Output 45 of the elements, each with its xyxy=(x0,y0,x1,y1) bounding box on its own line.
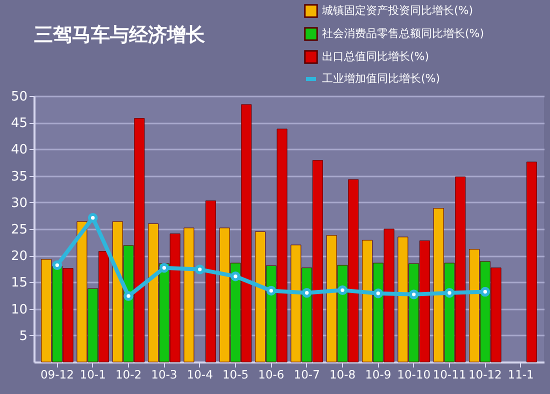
y-tick-label: 15 xyxy=(10,276,28,291)
x-tick-label: 09-12 xyxy=(40,368,74,382)
x-tick-label: 10-2 xyxy=(115,368,142,382)
x-tick-label: 10-6 xyxy=(258,368,284,382)
chart-title: 三驾马车与经济增长 xyxy=(34,24,206,46)
point xyxy=(266,286,276,296)
y-tick-label: 30 xyxy=(10,196,28,211)
y-tick-label: 40 xyxy=(10,142,28,158)
point xyxy=(88,212,98,223)
point xyxy=(52,260,62,270)
x-tick-label: 10-9 xyxy=(365,368,392,382)
point xyxy=(373,288,384,298)
x-tick-label: 11-1 xyxy=(508,368,534,382)
x-tick-label: 10-10 xyxy=(397,368,431,382)
y-tick-label: 45 xyxy=(10,116,28,132)
legend-label: 社会消费品零售总额同比增长(%) xyxy=(322,27,484,40)
bar xyxy=(184,228,194,362)
point xyxy=(124,291,134,301)
x-tick-label: 10-7 xyxy=(294,368,320,382)
y-tick-label: 10 xyxy=(10,302,28,318)
point xyxy=(408,290,419,300)
point xyxy=(159,262,170,273)
x-tick-label: 10-5 xyxy=(222,368,249,382)
bar xyxy=(205,200,216,362)
y-tick-label: 25 xyxy=(10,222,28,238)
legend-label: 出口总值同比增长(%) xyxy=(322,50,430,63)
point xyxy=(230,272,240,282)
point xyxy=(194,264,205,274)
x-tick-label: 10-11 xyxy=(432,368,466,382)
x-tick-label: 10-12 xyxy=(468,368,502,382)
y-tick-label: 5 xyxy=(19,328,28,344)
x-tick-label: 10-3 xyxy=(151,368,178,382)
y-tick-label: 35 xyxy=(10,169,28,184)
y-tick-label: 20 xyxy=(10,249,28,264)
point xyxy=(480,286,490,297)
point xyxy=(444,288,454,298)
legend-label: 工业增加值同比增长(%) xyxy=(322,72,440,85)
x-tick-label: 10-4 xyxy=(186,368,213,382)
point xyxy=(302,288,312,298)
x-tick-label: 10-8 xyxy=(329,368,356,382)
x-tick-label: 10-1 xyxy=(80,368,106,382)
y-tick-label: 50 xyxy=(10,90,28,104)
bar xyxy=(526,162,537,362)
legend-label: 城镇固定资产投资同比增长(%) xyxy=(321,4,474,17)
point xyxy=(338,285,348,296)
